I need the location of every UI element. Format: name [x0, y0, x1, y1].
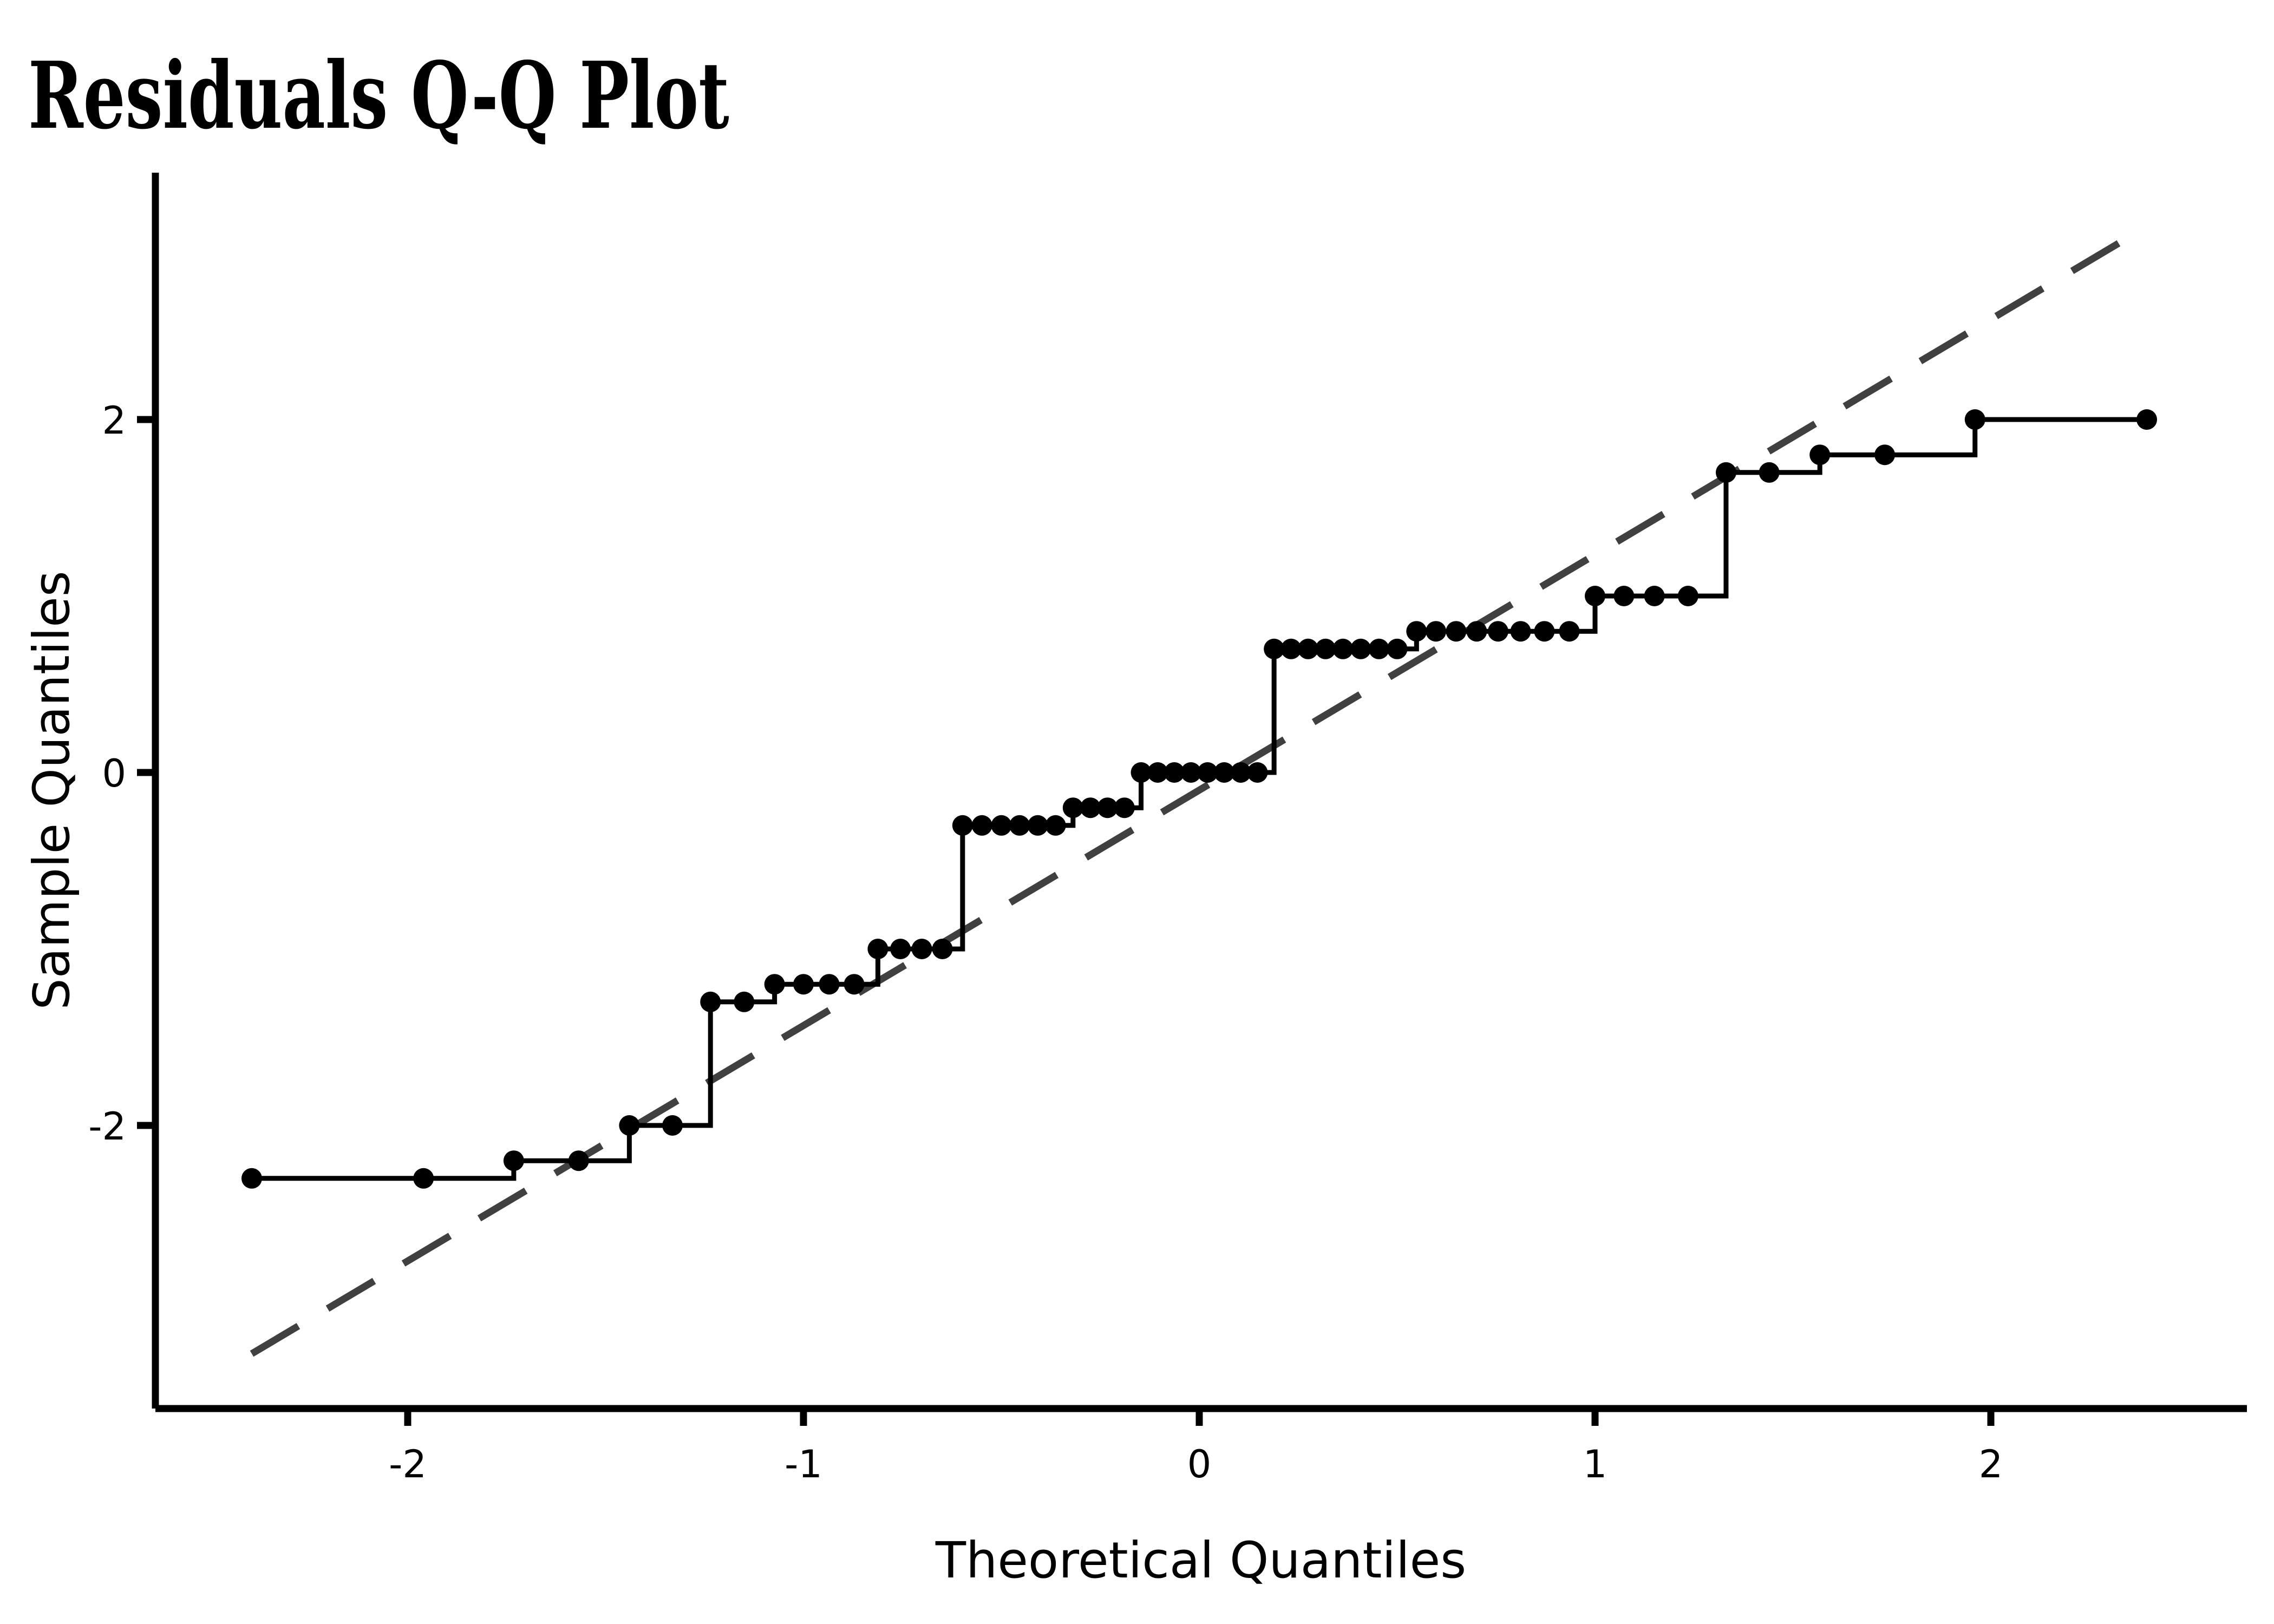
data-point	[819, 974, 840, 995]
data-point	[1426, 621, 1447, 642]
qq-reference-line	[250, 223, 2149, 1357]
reference-line-group	[250, 223, 2149, 1357]
x-tick-label: -1	[785, 1442, 822, 1487]
x-tick-label: 1	[1583, 1442, 1608, 1487]
data-point	[1332, 638, 1354, 659]
data-point	[844, 974, 865, 995]
step-connector-line	[251, 417, 2147, 1181]
x-tick-label: -2	[389, 1442, 427, 1487]
data-point	[734, 991, 755, 1012]
data-point	[1446, 621, 1467, 642]
data-point	[952, 815, 973, 836]
data-point	[1368, 638, 1389, 659]
data-point	[1280, 638, 1302, 659]
data-point	[1315, 638, 1336, 659]
data-point	[1009, 815, 1030, 836]
data-point	[1350, 638, 1371, 659]
data-point	[1715, 462, 1736, 483]
data-point	[932, 939, 953, 959]
data-point	[1759, 462, 1780, 483]
data-point	[1230, 762, 1251, 783]
data-point	[1080, 797, 1101, 818]
x-axis-title: Theoretical Quantiles	[935, 1531, 1466, 1589]
data-points	[241, 409, 2158, 1189]
y-axis-ticks: -2 0 2	[88, 398, 155, 1149]
data-point	[1466, 621, 1487, 642]
data-point	[1131, 762, 1152, 783]
data-point	[911, 939, 932, 959]
x-tick-label: 0	[1187, 1442, 1212, 1487]
data-point	[1585, 586, 1605, 606]
data-point	[1644, 586, 1665, 606]
x-tick-label: 2	[1979, 1442, 2003, 1487]
data-point	[890, 939, 911, 959]
data-point	[1510, 621, 1531, 642]
data-point	[991, 815, 1012, 836]
data-point	[1559, 621, 1580, 642]
data-point	[1298, 638, 1319, 659]
data-point	[1534, 621, 1555, 642]
data-point	[971, 815, 992, 836]
data-point	[1264, 638, 1285, 659]
data-point	[1406, 621, 1427, 642]
data-point	[413, 1168, 434, 1189]
data-point	[241, 1168, 262, 1189]
data-point	[1114, 797, 1135, 818]
data-point	[1027, 815, 1048, 836]
data-point	[1097, 797, 1118, 818]
data-point	[1180, 762, 1201, 783]
data-point	[1809, 444, 1831, 466]
data-point	[1964, 409, 1985, 430]
data-point	[1387, 638, 1408, 659]
y-tick-label: -2	[88, 1104, 126, 1149]
data-point	[503, 1150, 524, 1171]
data-point	[867, 939, 888, 959]
data-point	[1062, 797, 1083, 818]
data-point	[568, 1150, 589, 1171]
y-tick-label: 0	[102, 751, 126, 796]
data-point	[1677, 586, 1698, 606]
data-point	[1214, 762, 1235, 783]
data-point	[764, 974, 785, 995]
data-point	[793, 974, 814, 995]
data-point	[1487, 621, 1508, 642]
x-axis-ticks: -2 -1 0 1 2	[389, 1409, 2003, 1487]
data-point	[1613, 586, 1635, 606]
chart-title: Residuals Q-Q Plot	[28, 42, 729, 150]
data-point	[1147, 762, 1168, 783]
data-point	[619, 1115, 640, 1136]
data-point	[700, 991, 721, 1012]
data-point	[1874, 444, 1896, 466]
data-point	[2136, 409, 2158, 430]
y-tick-label: 2	[102, 398, 126, 443]
data-point	[662, 1115, 683, 1136]
y-axis-title: Sample Quantiles	[23, 571, 81, 1010]
data-point	[1045, 815, 1066, 836]
data-point	[1197, 762, 1218, 783]
data-point	[1247, 762, 1268, 783]
data-point	[1164, 762, 1185, 783]
